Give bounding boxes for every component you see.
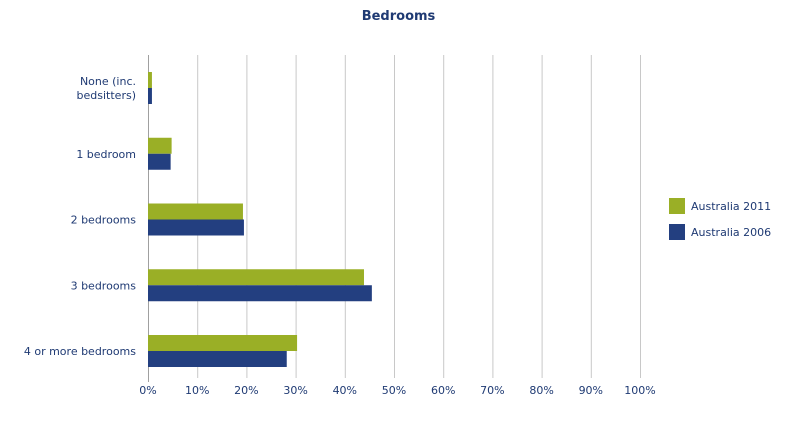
category-label: None (inc. <box>80 75 136 88</box>
x-tick-label: 20% <box>234 384 258 397</box>
bar-2006 <box>148 88 152 104</box>
bar-2011 <box>148 335 298 351</box>
bar-2006 <box>148 153 171 170</box>
bar-2011 <box>148 269 364 286</box>
x-tick-label: 70% <box>480 384 504 397</box>
category-label: 3 bedrooms <box>71 279 137 292</box>
legend-swatch <box>669 224 685 240</box>
category-label: 2 bedrooms <box>71 214 137 227</box>
x-tick-label: 60% <box>431 384 455 397</box>
bar-2006 <box>148 219 244 236</box>
legend-label: Australia 2006 <box>691 226 771 239</box>
legend-label: Australia 2011 <box>691 200 771 213</box>
category-label: 1 bedroom <box>76 148 136 161</box>
x-tick-label: 10% <box>185 384 209 397</box>
x-tick-label: 40% <box>333 384 357 397</box>
legend-swatch <box>669 198 685 214</box>
bar-2006 <box>148 285 372 302</box>
x-tick-label: 80% <box>529 384 553 397</box>
bar-2006 <box>148 351 287 367</box>
x-tick-label: 30% <box>283 384 307 397</box>
x-tick-label: 0% <box>139 384 156 397</box>
x-tick-label: 90% <box>579 384 603 397</box>
chart-title: Bedrooms <box>361 9 436 24</box>
x-tick-label: 50% <box>382 384 406 397</box>
bar-2011 <box>148 137 172 154</box>
bar-2011 <box>148 203 243 220</box>
bar-2011 <box>148 72 152 88</box>
x-tick-label: 100% <box>624 384 655 397</box>
category-label: bedsitters) <box>77 89 136 102</box>
category-label: 4 or more bedrooms <box>24 345 136 358</box>
